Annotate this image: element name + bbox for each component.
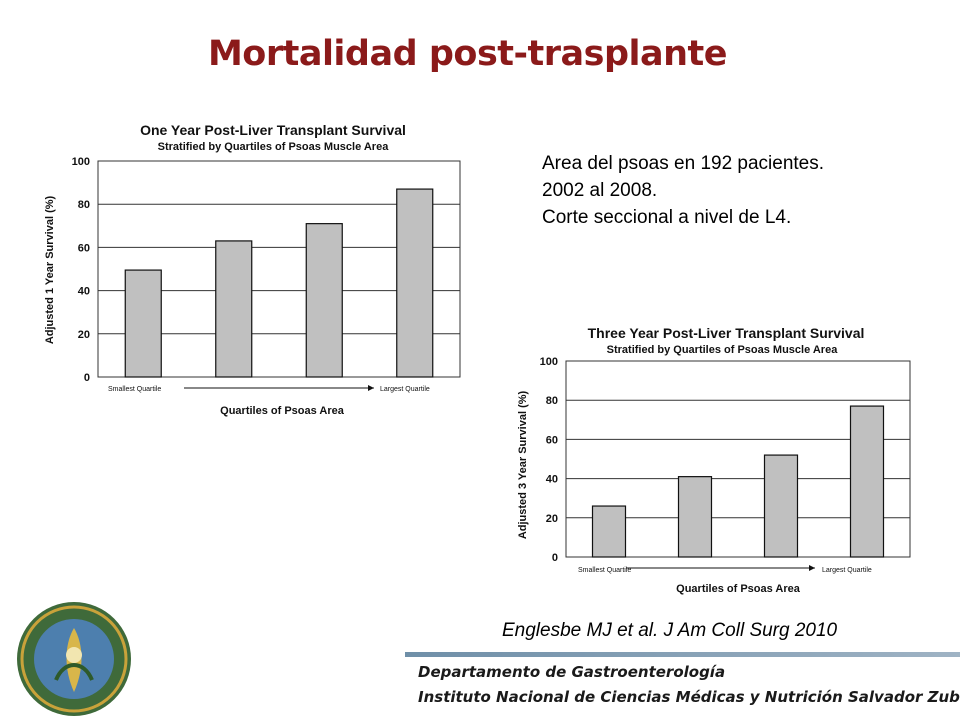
y-tick-label: 0 [552, 552, 558, 564]
slide-title: Mortalidad post-trasplante [207, 34, 728, 74]
y-tick-label: 40 [546, 474, 558, 486]
bar-q1 [124, 269, 162, 378]
y-tick-label: 20 [546, 513, 558, 525]
smallest-quartile-label: Smallest Quartile [108, 386, 161, 393]
y-tick-label: 60 [546, 434, 558, 446]
y-tick-label: 20 [78, 329, 90, 341]
bar-q2 [677, 476, 713, 558]
largest-quartile-label: Largest Quartile [822, 567, 872, 574]
x-axis-label: Quartiles of Psoas Area [220, 405, 345, 417]
chart-subtitle: Stratified by Quartiles of Psoas Muscle … [158, 141, 390, 153]
bar-q4 [849, 405, 885, 558]
footer-department: Departamento de Gastroenterología [418, 663, 726, 681]
y-tick-label: 100 [540, 356, 558, 368]
chart-title: Three Year Post-Liver Transplant Surviva… [588, 325, 865, 341]
arrowhead-icon [368, 385, 374, 391]
bar-q4 [396, 188, 434, 378]
one-year-survival-chart: One Year Post-Liver Transplant Survival … [44, 122, 461, 417]
arrowhead-icon [809, 565, 815, 571]
plot-area: 0 20 40 60 80 100 [540, 356, 911, 571]
smallest-quartile-label: Smallest Quartile [578, 567, 631, 574]
y-tick-label: 0 [84, 372, 90, 384]
bar-q1 [591, 505, 627, 558]
plot-frame [97, 160, 461, 378]
largest-quartile-label: Largest Quartile [380, 386, 430, 393]
x-axis-label: Quartiles of Psoas Area [676, 583, 801, 595]
three-year-survival-chart: Three Year Post-Liver Transplant Surviva… [517, 325, 911, 595]
bar-q2 [215, 240, 253, 378]
y-tick-label: 80 [78, 199, 90, 211]
chart-title: One Year Post-Liver Transplant Survival [140, 122, 406, 138]
info-line-section: Corte seccional a nivel de L4. [542, 207, 792, 228]
y-tick-label: 40 [78, 286, 90, 298]
y-axis-label: Adjusted 1 Year Survival (%) [44, 195, 56, 344]
citation: Englesbe MJ et al. J Am Coll Surg 2010 [502, 620, 838, 641]
plot-area: 0 20 40 60 80 100 [72, 156, 461, 391]
bar-q3 [305, 223, 343, 378]
y-tick-label: 60 [78, 242, 90, 254]
institution-seal-logo [17, 602, 131, 716]
plot-frame [565, 360, 911, 558]
info-line-patients: Area del psoas en 192 pacientes. [542, 153, 825, 174]
study-info: Area del psoas en 192 pacientes. 2002 al… [542, 150, 824, 231]
footer-institute: Instituto Nacional de Ciencias Médicas y… [418, 688, 960, 706]
y-tick-label: 80 [546, 395, 558, 407]
y-tick-label: 100 [72, 156, 90, 168]
y-axis-label: Adjusted 3 Year Survival (%) [517, 390, 529, 539]
footer-divider [405, 652, 960, 657]
bar-q3 [763, 454, 799, 558]
info-line-years: 2002 al 2008. [542, 180, 658, 201]
chart-subtitle: Stratified by Quartiles of Psoas Muscle … [607, 344, 839, 356]
